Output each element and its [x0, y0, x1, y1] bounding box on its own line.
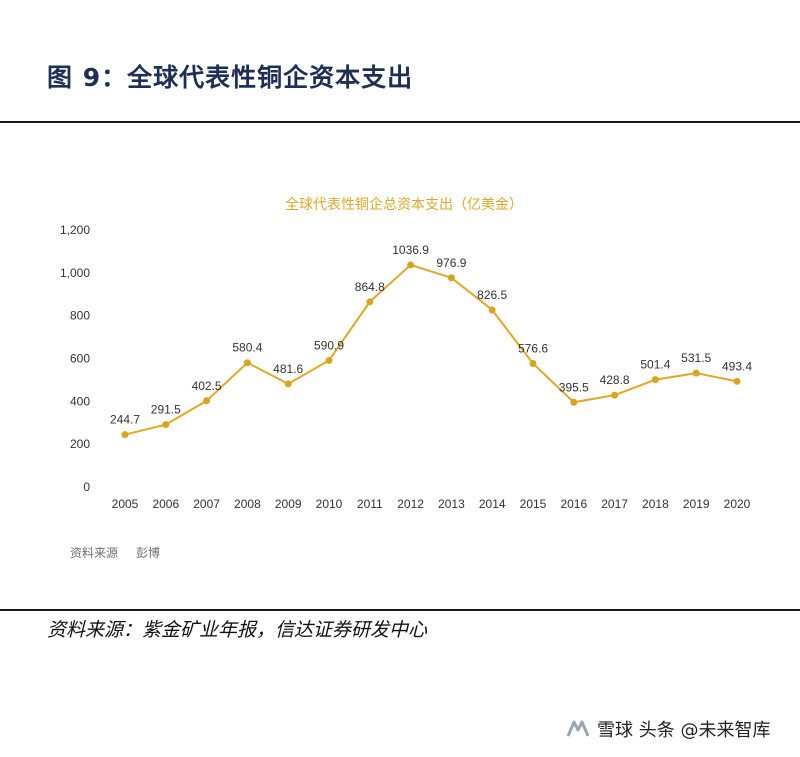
x-tick-label: 2018 [642, 497, 669, 511]
data-label: 493.4 [722, 359, 752, 373]
data-point [121, 431, 129, 439]
data-point [692, 369, 700, 377]
data-label: 291.5 [151, 403, 181, 417]
data-label: 580.4 [232, 341, 262, 355]
chart-source-label: 资料来源 [70, 546, 119, 560]
x-tick-label: 2015 [520, 497, 547, 511]
x-tick-label: 2006 [152, 497, 179, 511]
chart-source-value: 彭博 [136, 546, 161, 560]
data-point [488, 306, 496, 314]
x-tick-label: 2013 [438, 497, 465, 511]
snowball-logo-icon [566, 720, 590, 737]
data-point [447, 274, 455, 282]
data-label: 976.9 [436, 256, 466, 270]
data-point [733, 377, 741, 385]
data-point [570, 398, 578, 406]
data-label: 244.7 [110, 413, 140, 427]
data-label: 826.5 [477, 288, 507, 302]
x-axis-ticks: 2005 2006 2007 2008 2009 2010 2011 2012 2013 2014… [112, 497, 751, 511]
x-tick-label: 2016 [560, 497, 587, 511]
data-label: 481.6 [273, 362, 303, 376]
chart-source-note: 资料来源 彭博 [70, 544, 178, 561]
data-label: 576.6 [518, 342, 548, 356]
x-tick-label: 2005 [112, 497, 139, 511]
data-point [243, 359, 251, 367]
figure-source: 资料来源：紫金矿业年报，信达证券研发中心 [47, 619, 428, 641]
data-point [529, 360, 537, 368]
data-point [366, 298, 374, 306]
watermark: 雪球 头条 @未来智库 [565, 716, 770, 742]
x-tick-label: 2019 [683, 497, 710, 511]
data-label: 590.9 [314, 338, 344, 352]
y-tick-label: 1,200 [60, 223, 90, 237]
x-tick-label: 2017 [601, 497, 628, 511]
x-tick-label: 2007 [193, 497, 220, 511]
data-label: 402.5 [192, 379, 222, 393]
data-label: 501.4 [640, 358, 670, 372]
data-label: 531.5 [681, 351, 711, 365]
y-tick-label: 600 [70, 352, 90, 366]
chart-svg: 全球代表性铜企总资本支出（亿美金） 0 200 400 600 800 1,000 1,20… [60, 196, 752, 511]
data-label: 864.8 [355, 280, 385, 294]
data-label: 395.5 [559, 380, 589, 394]
data-point [407, 261, 415, 269]
watermark-text: 雪球 头条 @未来智库 [597, 720, 771, 741]
y-tick-label: 1,000 [60, 266, 90, 280]
data-point [651, 376, 659, 384]
chart-title: 全球代表性铜企总资本支出（亿美金） [285, 196, 523, 213]
x-tick-label: 2010 [316, 497, 343, 511]
line-chart: 全球代表性铜企总资本支出（亿美金） 0 200 400 600 800 1,000 1,20… [0, 180, 800, 600]
y-tick-label: 200 [70, 437, 90, 451]
data-point [325, 356, 333, 364]
x-tick-label: 2009 [275, 497, 302, 511]
data-point [203, 397, 211, 405]
x-tick-label: 2012 [397, 497, 424, 511]
data-labels: 244.7 291.5 402.5 580.4 481.6 590.9 864.8 1036.… [110, 243, 752, 427]
data-point [162, 421, 170, 429]
data-label: 428.8 [600, 373, 630, 387]
y-tick-label: 400 [70, 394, 90, 408]
data-label: 1036.9 [392, 243, 429, 257]
data-point [284, 380, 292, 388]
y-axis-ticks: 0 200 400 600 800 1,000 1,200 [60, 223, 90, 494]
data-point [611, 391, 619, 399]
y-tick-label: 0 [83, 480, 90, 494]
x-tick-label: 2008 [234, 497, 261, 511]
data-markers [121, 261, 741, 439]
x-tick-label: 2011 [357, 497, 383, 511]
x-tick-label: 2020 [724, 497, 751, 511]
series-line [124, 263, 738, 436]
x-tick-label: 2014 [479, 497, 506, 511]
bottom-divider [0, 609, 800, 611]
y-tick-label: 800 [70, 309, 90, 323]
figure-title: 图 9：全球代表性铜企资本支出 [47, 63, 414, 92]
top-divider [0, 121, 800, 123]
